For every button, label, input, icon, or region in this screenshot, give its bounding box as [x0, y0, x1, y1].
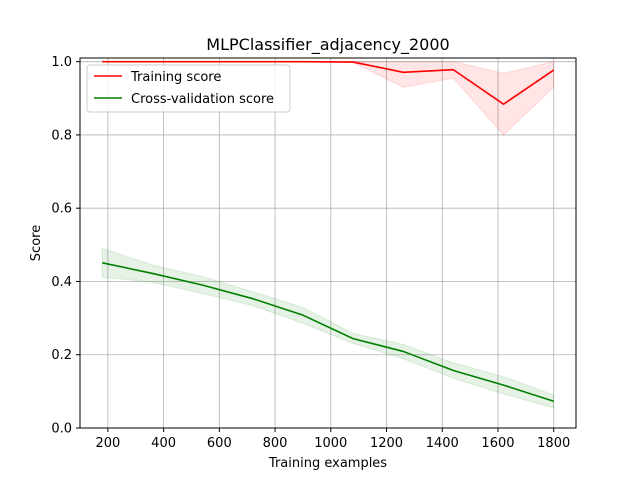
y-tick-label-0: 0.0	[51, 422, 72, 437]
legend-box	[86, 64, 291, 113]
legend: Training score Cross-validation score	[86, 64, 291, 113]
y-tick-label-4: 0.8	[51, 128, 72, 143]
series-1-line	[102, 261, 554, 403]
grid	[80, 58, 576, 429]
x-tick-label-4: 1000	[314, 436, 347, 451]
y-axis-label: Score	[29, 225, 44, 261]
y-tick-label-2: 0.4	[51, 275, 72, 290]
x-tick-label-2: 600	[207, 436, 232, 451]
x-tick-label-6: 1400	[426, 436, 459, 451]
x-tick-label-8: 1800	[537, 436, 570, 451]
x-axis-ticks: 200 400 600 800 1000 1200 1400 1600 1800	[95, 428, 570, 451]
x-tick-label-5: 1200	[370, 436, 403, 451]
y-tick-label-3: 0.6	[51, 202, 72, 217]
x-axis-label: Training examples	[268, 456, 387, 471]
legend-label-training: Training score	[130, 70, 221, 85]
y-axis-ticks: 0.0 0.2 0.4 0.6 0.8 1.0	[51, 55, 80, 437]
x-tick-label-0: 200	[95, 436, 120, 451]
y-tick-label-5: 1.0	[51, 55, 72, 70]
series-1-band	[101, 247, 555, 409]
legend-label-cv: Cross-validation score	[131, 92, 274, 107]
x-tick-label-1: 400	[151, 436, 176, 451]
plot-frame	[79, 57, 577, 429]
x-tick-label-3: 800	[263, 436, 288, 451]
series-0-line	[102, 60, 555, 105]
confidence-bands	[101, 61, 555, 409]
y-tick-label-1: 0.2	[51, 348, 72, 363]
chart-title: MLPClassifier_adjacency_2000	[206, 35, 449, 55]
x-tick-label-7: 1600	[481, 436, 514, 451]
series-lines	[102, 60, 555, 403]
